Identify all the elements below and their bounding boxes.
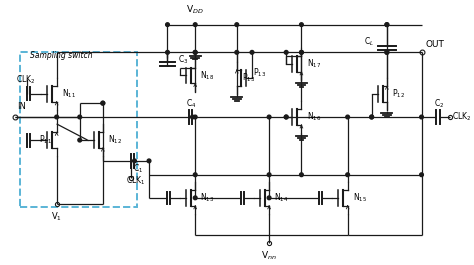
Circle shape xyxy=(193,51,197,54)
Text: N$_{15}$: N$_{15}$ xyxy=(353,192,367,204)
Text: C$_3$: C$_3$ xyxy=(178,53,188,65)
Circle shape xyxy=(193,173,197,176)
Circle shape xyxy=(193,115,197,119)
Circle shape xyxy=(235,51,238,54)
Text: CLK$_2$: CLK$_2$ xyxy=(17,73,36,86)
Text: N$_{11}$: N$_{11}$ xyxy=(62,88,76,100)
Text: P$_{13}$: P$_{13}$ xyxy=(242,72,255,84)
Circle shape xyxy=(370,115,374,119)
Circle shape xyxy=(193,51,197,54)
Circle shape xyxy=(419,115,423,119)
Text: V$_{DD}$: V$_{DD}$ xyxy=(186,4,204,16)
Circle shape xyxy=(193,196,197,200)
Text: IN: IN xyxy=(17,101,26,111)
Text: C$_1$: C$_1$ xyxy=(133,162,144,175)
Circle shape xyxy=(284,51,288,54)
Text: N$_{13}$: N$_{13}$ xyxy=(201,192,215,204)
Text: N$_{14}$: N$_{14}$ xyxy=(274,192,289,204)
Circle shape xyxy=(165,51,169,54)
Circle shape xyxy=(284,115,288,119)
Text: P$_{11}$: P$_{11}$ xyxy=(38,134,52,146)
Text: C$_2$: C$_2$ xyxy=(434,97,444,110)
Circle shape xyxy=(267,173,271,176)
Circle shape xyxy=(250,51,254,54)
Circle shape xyxy=(300,51,303,54)
Text: C$_4$: C$_4$ xyxy=(186,97,197,110)
Circle shape xyxy=(55,115,58,119)
Circle shape xyxy=(147,159,151,163)
Text: CLK$_1$: CLK$_1$ xyxy=(126,175,146,187)
Circle shape xyxy=(78,115,82,119)
Circle shape xyxy=(101,101,105,105)
Text: N$_{17}$: N$_{17}$ xyxy=(307,58,321,70)
Circle shape xyxy=(193,23,197,27)
Circle shape xyxy=(419,173,423,176)
Circle shape xyxy=(385,23,389,27)
Circle shape xyxy=(300,173,303,176)
Text: N$_{16}$: N$_{16}$ xyxy=(307,111,321,123)
Circle shape xyxy=(191,115,194,119)
Text: V$_{nn}$: V$_{nn}$ xyxy=(261,250,277,262)
Circle shape xyxy=(267,115,271,119)
Circle shape xyxy=(370,115,374,119)
Text: P$_{12}$: P$_{12}$ xyxy=(392,88,405,100)
Circle shape xyxy=(165,23,169,27)
Text: V$_1$: V$_1$ xyxy=(51,210,62,223)
Circle shape xyxy=(133,159,137,163)
Text: CLK$_2$: CLK$_2$ xyxy=(453,111,472,123)
Text: P$_{13}$: P$_{13}$ xyxy=(253,67,266,80)
Circle shape xyxy=(346,115,349,119)
Text: C$_L$: C$_L$ xyxy=(365,36,374,48)
Circle shape xyxy=(300,23,303,27)
Circle shape xyxy=(78,138,82,142)
Circle shape xyxy=(385,23,389,27)
Circle shape xyxy=(300,51,303,54)
Circle shape xyxy=(101,101,105,105)
Text: Sampling switch: Sampling switch xyxy=(30,51,92,60)
Text: OUT: OUT xyxy=(425,40,444,49)
Circle shape xyxy=(346,173,349,176)
Circle shape xyxy=(284,115,288,119)
Text: N$_{18}$: N$_{18}$ xyxy=(201,69,215,82)
Text: N$_{12}$: N$_{12}$ xyxy=(108,134,122,146)
Circle shape xyxy=(385,51,389,54)
Circle shape xyxy=(385,51,389,54)
Circle shape xyxy=(267,196,271,200)
Circle shape xyxy=(235,23,238,27)
